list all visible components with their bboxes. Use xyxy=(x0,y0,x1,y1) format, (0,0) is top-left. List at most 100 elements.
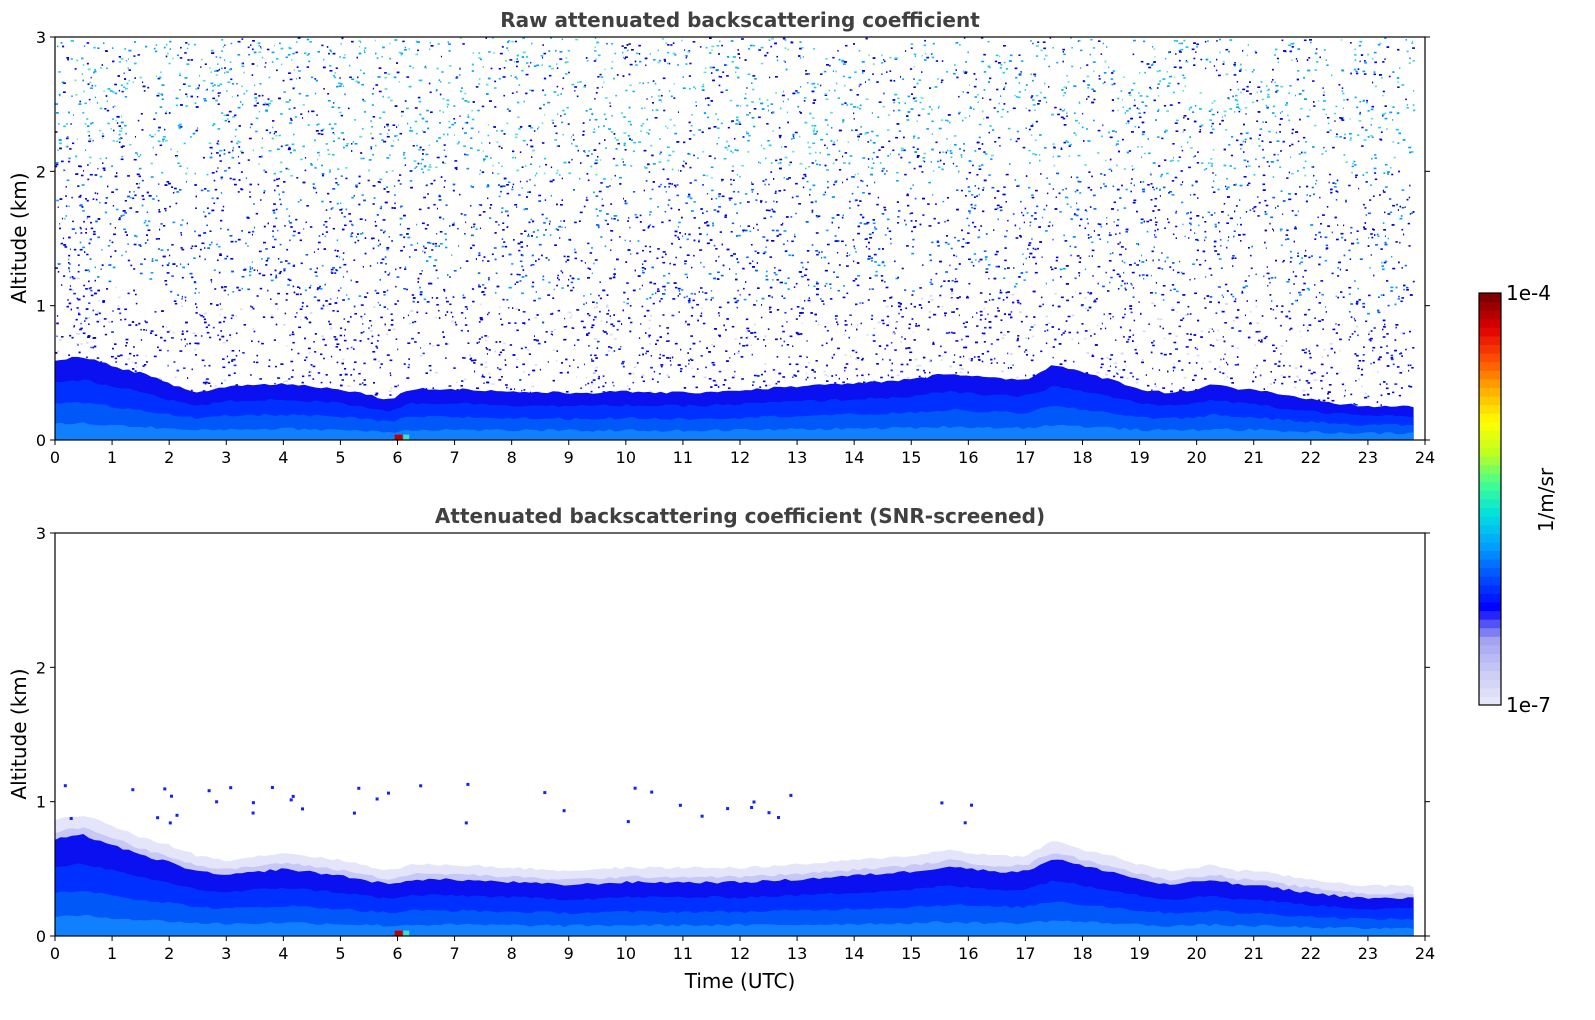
raw-y-axis: 0 1 2 3 xyxy=(36,28,1430,450)
colorbar-band xyxy=(1479,404,1501,414)
colorbar-min-label: 1e-7 xyxy=(1506,693,1551,717)
colorbar: 1e-4 1e-7 1/m/sr xyxy=(1478,281,1558,717)
x-tick-label: 24 xyxy=(1415,448,1435,467)
colorbar-band xyxy=(1479,396,1501,406)
x-tick-label: 14 xyxy=(844,448,864,467)
colorbar-band xyxy=(1479,524,1501,534)
screened-backscatter-panel: Attenuated backscattering coefficient (S… xyxy=(7,504,1435,993)
raw-panel-title: Raw attenuated backscattering coefficien… xyxy=(500,8,980,32)
y-tick-label: 2 xyxy=(36,162,46,181)
colorbar-band xyxy=(1479,619,1501,629)
x-tick-label: 8 xyxy=(507,448,517,467)
colorbar-band xyxy=(1479,593,1501,603)
colorbar-band xyxy=(1479,499,1501,509)
colorbar-band xyxy=(1479,361,1501,371)
x-tick-label: 2 xyxy=(164,944,174,963)
colorbar-band xyxy=(1479,541,1501,551)
x-tick-label: 5 xyxy=(335,448,345,467)
colorbar-band xyxy=(1479,576,1501,586)
colorbar-band xyxy=(1479,662,1501,672)
colorbar-band xyxy=(1479,335,1501,345)
y-tick-label: 0 xyxy=(36,927,46,946)
colorbar-band xyxy=(1479,447,1501,457)
x-tick-label: 2 xyxy=(164,448,174,467)
colorbar-band xyxy=(1479,456,1501,466)
x-tick-label: 17 xyxy=(1015,944,1035,963)
screened-panel-title: Attenuated backscattering coefficient (S… xyxy=(435,504,1045,528)
colorbar-band xyxy=(1479,670,1501,680)
colorbar-band xyxy=(1479,464,1501,474)
x-tick-label: 7 xyxy=(449,944,459,963)
x-tick-label: 5 xyxy=(335,944,345,963)
x-tick-label: 21 xyxy=(1244,448,1264,467)
x-tick-label: 11 xyxy=(673,944,693,963)
raw-heatmap xyxy=(55,37,1416,440)
colorbar-band xyxy=(1479,516,1501,526)
x-tick-label: 16 xyxy=(958,448,978,467)
colorbar-band xyxy=(1479,602,1501,612)
colorbar-band xyxy=(1479,610,1501,620)
x-tick-label: 9 xyxy=(564,944,574,963)
x-tick-label: 23 xyxy=(1358,448,1378,467)
y-tick-label: 2 xyxy=(36,658,46,677)
raw-x-axis: 0 1 2 3 4 5 6 7 8 9 10 11 12 13 14 15 16 17 18 19 20 21 22 23 24 xyxy=(50,440,1435,467)
x-tick-label: 4 xyxy=(278,944,288,963)
colorbar-band xyxy=(1479,481,1501,491)
colorbar-band xyxy=(1479,327,1501,337)
x-tick-label: 3 xyxy=(221,448,231,467)
x-tick-label: 24 xyxy=(1415,944,1435,963)
colorbar-band xyxy=(1479,550,1501,560)
ground-hotspot-edge xyxy=(403,930,410,936)
x-tick-label: 23 xyxy=(1358,944,1378,963)
colorbar-band xyxy=(1479,559,1501,569)
y-tick-label: 3 xyxy=(36,524,46,543)
y-tick-label: 3 xyxy=(36,28,46,47)
y-tick-label: 1 xyxy=(36,793,46,812)
colorbar-band xyxy=(1479,627,1501,637)
colorbar-unit-label: 1/m/sr xyxy=(1534,467,1558,532)
x-tick-label: 13 xyxy=(787,944,807,963)
x-tick-label: 14 xyxy=(844,944,864,963)
colorbar-band xyxy=(1479,344,1501,354)
colorbar-band xyxy=(1479,301,1501,311)
x-tick-label: 10 xyxy=(616,944,636,963)
x-tick-label: 17 xyxy=(1015,448,1035,467)
x-tick-label: 19 xyxy=(1129,448,1149,467)
colorbar-band xyxy=(1479,413,1501,423)
x-tick-label: 15 xyxy=(901,944,921,963)
ground-hotspot-edge xyxy=(403,434,410,440)
colorbar-band xyxy=(1479,636,1501,646)
x-tick-label: 8 xyxy=(507,944,517,963)
x-tick-label: 20 xyxy=(1186,944,1206,963)
x-tick-label: 21 xyxy=(1244,944,1264,963)
x-tick-label: 7 xyxy=(449,448,459,467)
colorbar-band xyxy=(1479,378,1501,388)
x-tick-label: 6 xyxy=(392,944,402,963)
colorbar-band xyxy=(1479,490,1501,500)
colorbar-band xyxy=(1479,310,1501,320)
colorbar-band xyxy=(1479,387,1501,397)
x-tick-label: 22 xyxy=(1301,448,1321,467)
x-tick-label: 1 xyxy=(107,448,117,467)
x-tick-label: 19 xyxy=(1129,944,1149,963)
colorbar-band xyxy=(1479,293,1501,303)
x-tick-label: 1 xyxy=(107,944,117,963)
raw-y-axis-label: Altitude (km) xyxy=(7,172,31,303)
colorbar-band xyxy=(1479,421,1501,431)
x-tick-label: 16 xyxy=(958,944,978,963)
x-tick-label: 13 xyxy=(787,448,807,467)
ground-hotspot xyxy=(394,434,403,440)
colorbar-band xyxy=(1479,584,1501,594)
colorbar-band xyxy=(1479,318,1501,328)
x-tick-label: 0 xyxy=(50,944,60,963)
colorbar-bands xyxy=(1479,293,1501,706)
colorbar-band xyxy=(1479,430,1501,440)
x-tick-label: 22 xyxy=(1301,944,1321,963)
x-tick-label: 10 xyxy=(616,448,636,467)
raw-backscatter-panel: Raw attenuated backscattering coefficien… xyxy=(7,8,1435,467)
colorbar-band xyxy=(1479,533,1501,543)
x-tick-label: 20 xyxy=(1186,448,1206,467)
screened-sparse-pixels xyxy=(63,782,973,825)
colorbar-band xyxy=(1479,438,1501,448)
